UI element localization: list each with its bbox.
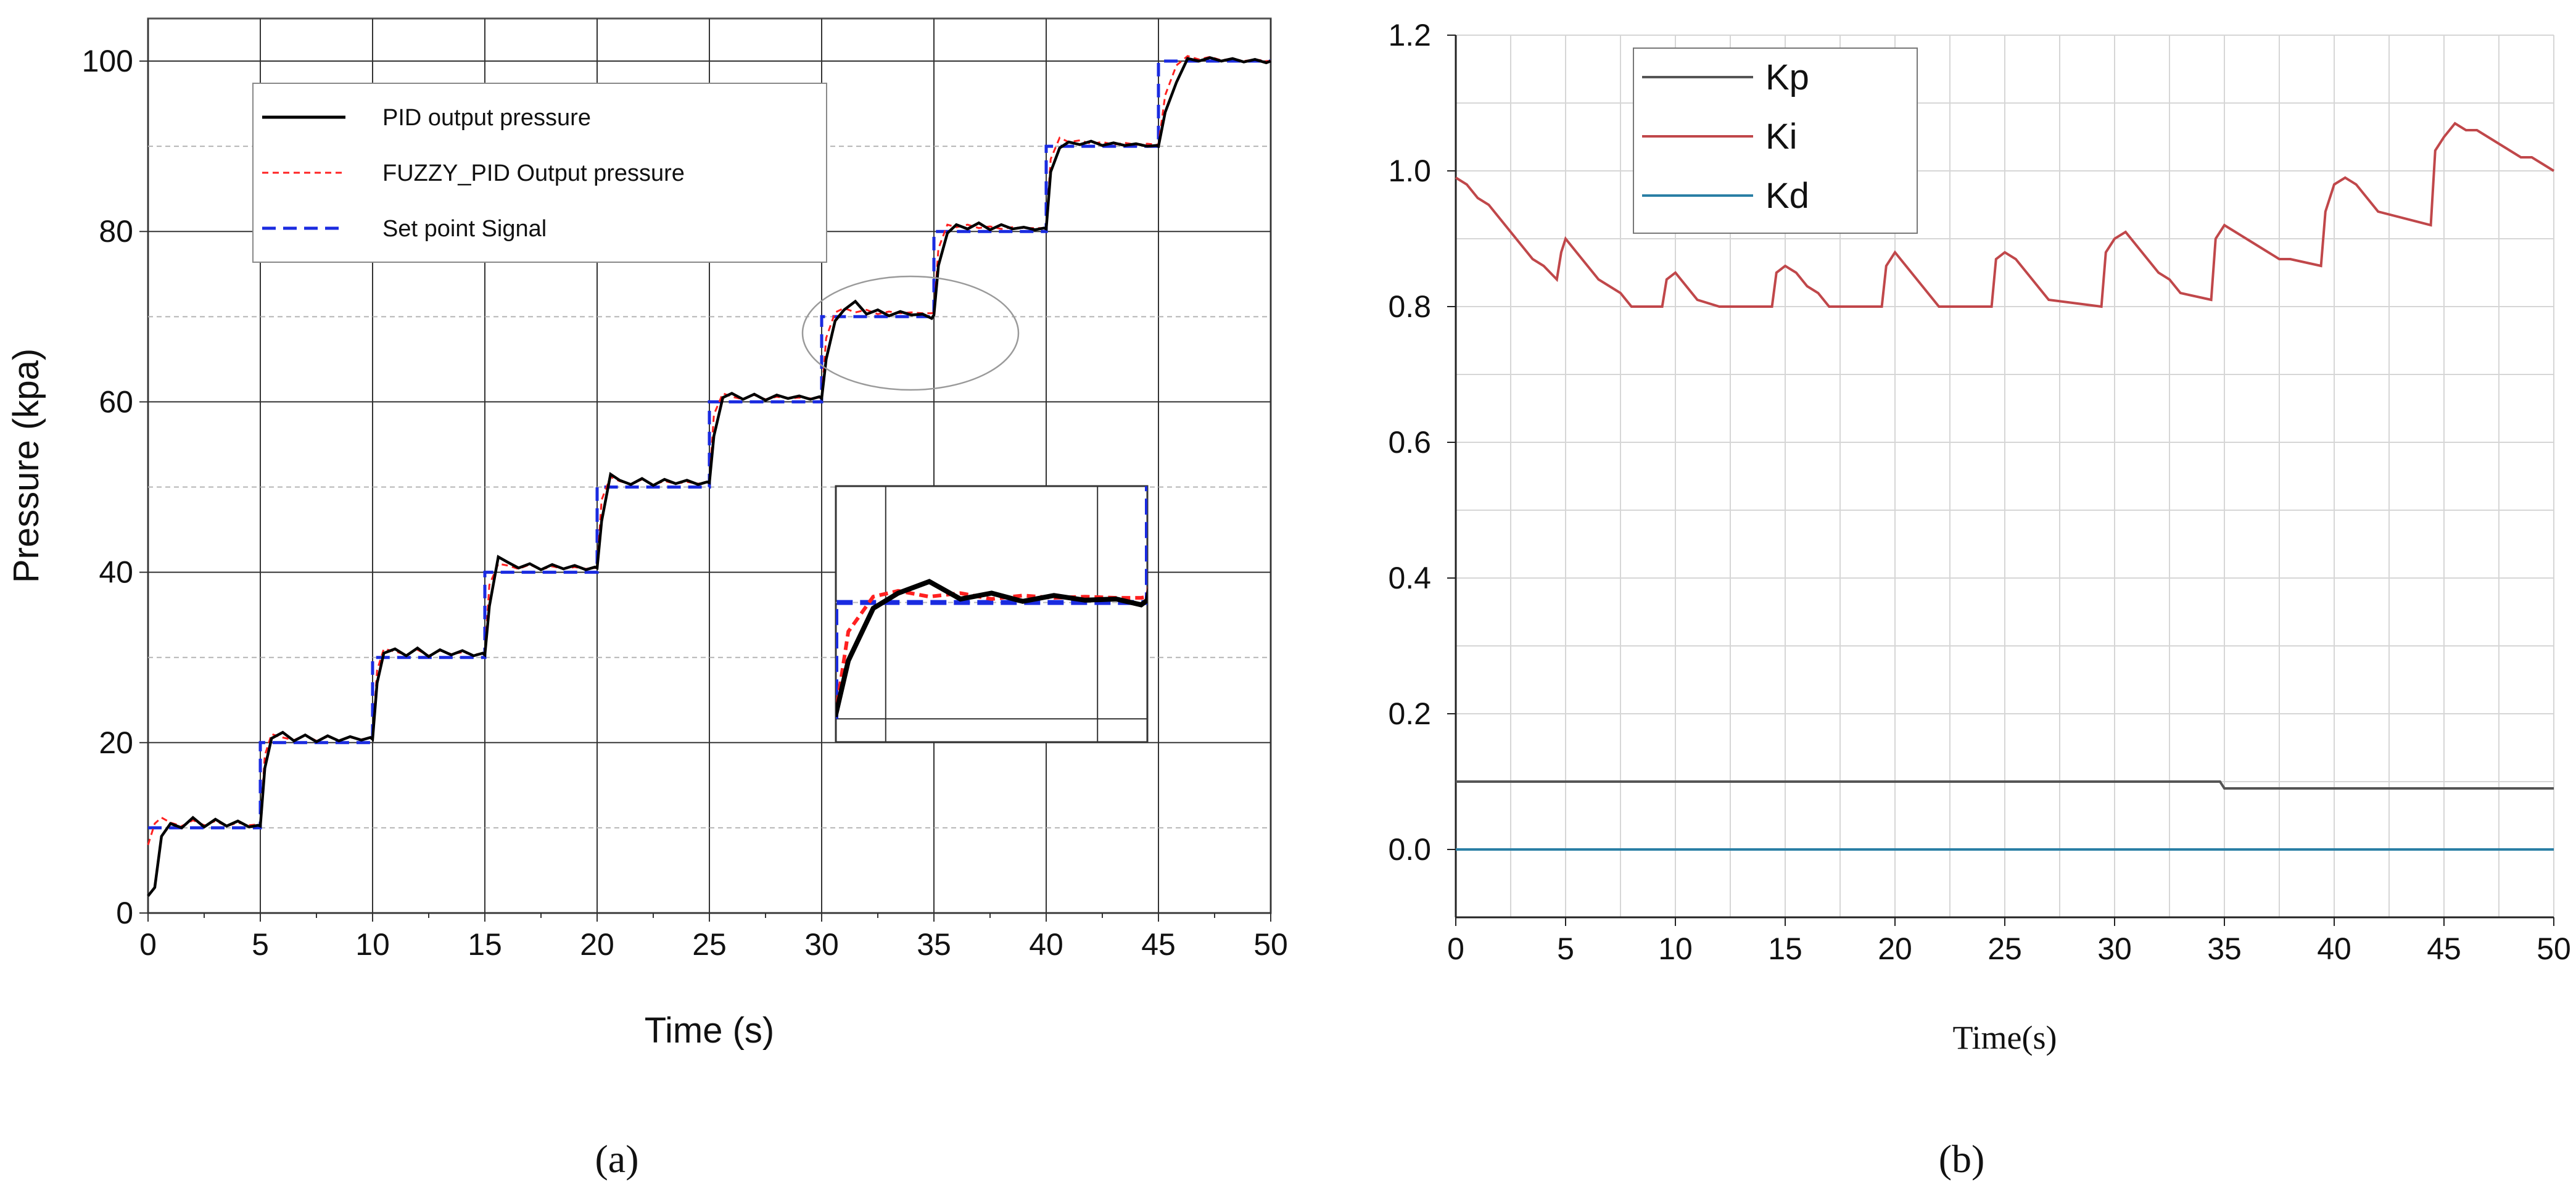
inset-series-0 <box>836 579 1147 718</box>
inset-zoom <box>835 485 1149 743</box>
inset-frame <box>835 485 1149 743</box>
y-tick-label: 60 <box>99 384 133 419</box>
x-tick-label: 10 <box>355 927 390 962</box>
x-tick-label: 45 <box>2427 932 2461 966</box>
legend-box-b <box>1633 48 1918 234</box>
y-tick-label: 40 <box>99 555 133 590</box>
panel-b: 0 5 10 15 20 25 30 35 40 45 50 0.0 0.2 0.4 0.6 0.8 1.0 1.… <box>1388 18 2570 1181</box>
x-tick-label: 0 <box>139 927 157 962</box>
x-tick-label: 50 <box>1253 927 1288 962</box>
x-tick-label: 15 <box>1768 932 1802 966</box>
series-line-0 <box>147 56 1271 897</box>
y-tick-label: 0.4 <box>1388 561 1431 595</box>
inset-series-2 <box>836 486 1147 719</box>
legend-b: Kp Ki Kd <box>1633 48 1918 234</box>
legend-a: PID output pressure FUZZY_PID Output pres… <box>252 83 827 263</box>
y-tick-label: 0 <box>116 896 133 930</box>
y-tick-label: 100 <box>82 44 133 78</box>
x-tick-label: 30 <box>804 927 839 962</box>
x-tick-label: 40 <box>1029 927 1063 962</box>
y-tick-label: 1.0 <box>1388 154 1431 188</box>
series-a <box>147 55 1271 897</box>
ticks-a: 0 5 10 15 20 25 30 35 40 45 50 0 20 40 60 80 100 <box>82 44 1288 962</box>
legend-label: PID output pressure <box>382 105 591 131</box>
x-tick-label: 30 <box>2097 932 2132 966</box>
legend-box-a <box>252 83 827 263</box>
series-b <box>1455 122 2555 851</box>
y-tick-label: 80 <box>99 214 133 249</box>
panel-a: 0 5 10 15 20 25 30 35 40 45 50 0 20 40 60 80 100 PID out… <box>6 17 1288 1181</box>
grid-b <box>1455 35 2554 918</box>
y-tick-label: 0.2 <box>1388 696 1431 731</box>
x-tick-label: 40 <box>2317 932 2351 966</box>
x-tick-label: 35 <box>2207 932 2242 966</box>
legend-label: Kd <box>1765 176 1809 216</box>
x-axis-title-b: Time(s) <box>1952 1019 2057 1056</box>
x-tick-label: 5 <box>252 927 269 962</box>
panel-label-a: (a) <box>595 1137 638 1181</box>
x-axis-title-a: Time (s) <box>645 1010 774 1051</box>
zoom-highlight-ellipse <box>801 275 1020 391</box>
x-tick-label: 0 <box>1447 932 1464 966</box>
x-tick-label: 50 <box>2537 932 2571 966</box>
x-tick-label: 15 <box>468 927 502 962</box>
x-tick-label: 35 <box>917 927 951 962</box>
x-tick-label: 25 <box>1988 932 2022 966</box>
legend-label: Ki <box>1765 117 1798 157</box>
y-axis-title-a: Pressure (kpa) <box>6 349 46 583</box>
y-tick-label: 20 <box>99 725 133 760</box>
legend-label: Kp <box>1765 57 1809 97</box>
series-line-kp <box>1456 780 2554 790</box>
x-tick-label: 10 <box>1658 932 1693 966</box>
y-tick-label: 0.0 <box>1388 832 1431 867</box>
x-tick-label: 20 <box>580 927 614 962</box>
y-tick-label: 0.6 <box>1388 425 1431 460</box>
y-tick-label: 0.8 <box>1388 289 1431 324</box>
series-line-ki <box>1455 122 2555 308</box>
ticks-b: 0 5 10 15 20 25 30 35 40 45 50 0.0 0.2 0.4 0.6 0.8 1.0 1.… <box>1388 18 2570 966</box>
legend-label: FUZZY_PID Output pressure <box>382 160 685 186</box>
x-tick-label: 20 <box>1878 932 1912 966</box>
x-tick-label: 25 <box>692 927 727 962</box>
legend-label: Set point Signal <box>382 216 547 242</box>
x-tick-label: 45 <box>1141 927 1176 962</box>
panel-label-b: (b) <box>1939 1137 1985 1181</box>
y-tick-label: 1.2 <box>1388 18 1431 52</box>
x-tick-label: 5 <box>1557 932 1574 966</box>
